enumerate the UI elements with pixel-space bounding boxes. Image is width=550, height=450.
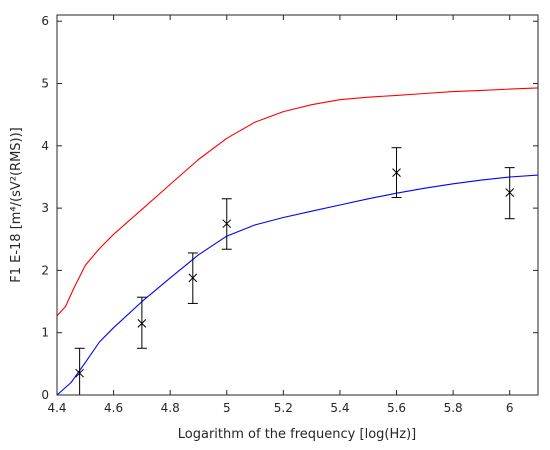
y-axis-ticks: 0 1 2 3 4 5 6 bbox=[41, 14, 538, 402]
series-lines bbox=[56, 87, 539, 396]
data-point bbox=[136, 296, 147, 349]
data-point bbox=[221, 198, 232, 250]
y-tick-label: 2 bbox=[41, 263, 49, 277]
plot-frame bbox=[56, 14, 539, 396]
x-marker-stroke bbox=[75, 368, 84, 378]
x-axis-label: Logarithm of the frequency [log(Hz)] bbox=[178, 427, 416, 442]
y-axis-label: F1 E-18 [m⁴/(sV²(RMS))] bbox=[9, 127, 24, 283]
error-bars bbox=[74, 147, 515, 396]
x-marker-stroke bbox=[505, 188, 515, 197]
x-marker-stroke bbox=[188, 273, 198, 283]
x-axis-ticks: 4.4 4.6 4.8 5 5.2 5.4 5.6 5.8 6 bbox=[47, 15, 514, 415]
y-tick-label: 5 bbox=[41, 77, 49, 91]
y-tick-label: 0 bbox=[41, 388, 49, 402]
x-tick-label: 4.6 bbox=[104, 401, 123, 415]
y-tick-label: 1 bbox=[41, 326, 49, 340]
data-point bbox=[391, 147, 402, 199]
x-tick-label: 5.6 bbox=[387, 401, 406, 415]
plot-background bbox=[57, 15, 538, 395]
x-tick-label: 6 bbox=[506, 401, 514, 415]
x-tick-label: 5 bbox=[223, 401, 231, 415]
x-marker-stroke bbox=[137, 319, 147, 328]
y-tick-label: 4 bbox=[41, 139, 49, 153]
y-tick-label: 3 bbox=[41, 201, 49, 215]
data-point bbox=[187, 252, 198, 304]
x-tick-label: 5.8 bbox=[444, 401, 463, 415]
x-marker-stroke bbox=[222, 219, 232, 229]
x-tick-label: 5.4 bbox=[330, 401, 349, 415]
x-tick-label: 5.2 bbox=[274, 401, 293, 415]
x-marker-stroke bbox=[392, 168, 401, 177]
red-series-line bbox=[56, 87, 539, 317]
blue-series-line bbox=[56, 174, 539, 396]
x-tick-label: 4.4 bbox=[47, 401, 66, 415]
data-point bbox=[504, 167, 515, 220]
y-tick-label: 6 bbox=[41, 14, 49, 28]
x-tick-label: 4.8 bbox=[161, 401, 180, 415]
